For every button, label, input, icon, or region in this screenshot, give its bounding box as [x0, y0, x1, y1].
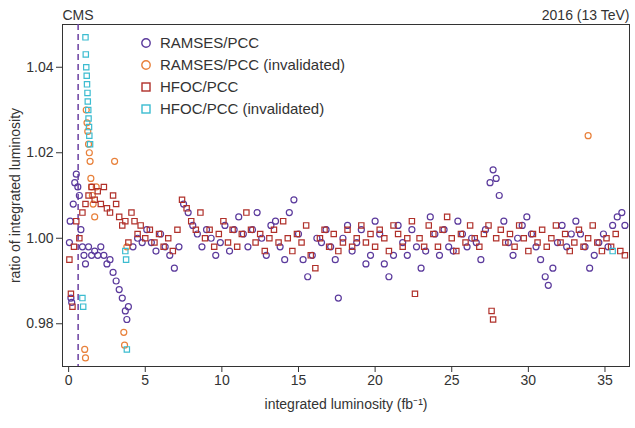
html-text:RAMSES/PCC (invalidated): RAMSES/PCC (invalidated) [160, 56, 346, 73]
svg-text:30: 30 [521, 372, 537, 388]
svg-text:15: 15 [291, 372, 307, 388]
svg-text:1.00: 1.00 [26, 230, 53, 246]
svg-text:20: 20 [367, 372, 383, 388]
svg-text:5: 5 [141, 372, 149, 388]
svg-text:2016 (13 TeV): 2016 (13 TeV) [542, 7, 630, 23]
svg-text:35: 35 [597, 372, 613, 388]
svg-text:ratio of integrated luminosity: ratio of integrated luminosity [7, 108, 23, 283]
html-text:HFOC/PCC: HFOC/PCC [160, 78, 239, 95]
svg-text:CMS: CMS [63, 7, 94, 23]
html-text:RAMSES/PCC: RAMSES/PCC [160, 34, 260, 51]
svg-text:0.98: 0.98 [26, 315, 53, 331]
svg-text:1.02: 1.02 [26, 144, 53, 160]
svg-text:25: 25 [444, 372, 460, 388]
svg-text:10: 10 [214, 372, 230, 388]
svg-text:0: 0 [65, 372, 73, 388]
svg-text:integrated luminosity (fb⁻¹): integrated luminosity (fb⁻¹) [265, 396, 428, 412]
svg-text:1.04: 1.04 [26, 59, 53, 75]
html-text:HFOC/PCC (invalidated): HFOC/PCC (invalidated) [160, 100, 325, 117]
